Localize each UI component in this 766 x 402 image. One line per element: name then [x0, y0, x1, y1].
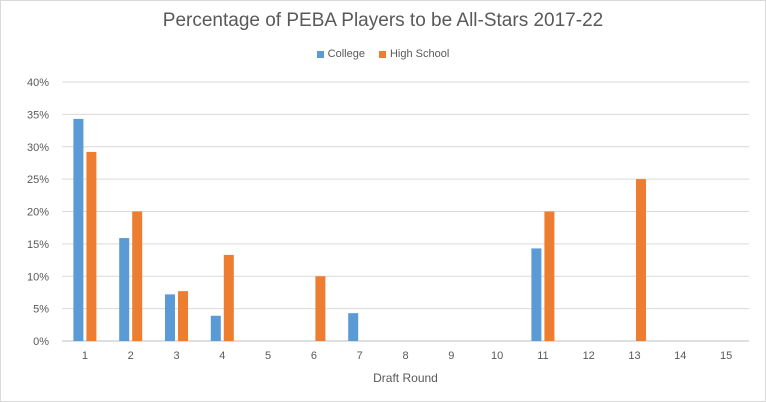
bar-high-school-round-3 [178, 291, 188, 341]
x-tick-label: 6 [311, 350, 317, 362]
bars [73, 118, 646, 341]
bar-high-school-round-11 [544, 211, 555, 341]
y-tick-label: 35% [27, 109, 49, 121]
y-tick-label: 20% [27, 207, 49, 219]
y-tick-label: 30% [27, 142, 49, 154]
y-axis-ticks: 0% 5% 10% 15% 20% 25% 30% 35% 40% [27, 77, 49, 348]
bar-high-school-round-1 [86, 151, 97, 341]
bar-college-round-7 [348, 313, 359, 341]
x-tick-label: 5 [265, 350, 271, 362]
x-tick-label: 8 [402, 350, 408, 362]
bar-high-school-round-13 [636, 179, 646, 341]
legend-item-college: College [316, 48, 365, 60]
legend-label-college: College [327, 48, 365, 60]
y-tick-label: 40% [27, 77, 49, 89]
x-tick-label: 13 [628, 350, 640, 362]
chart-title: Percentage of PEBA Players to be All-Sta… [162, 10, 604, 31]
gridlines [62, 81, 749, 342]
x-axis-ticks: 1 2 3 4 5 6 7 8 9 10 11 12 13 14 15 [82, 350, 732, 362]
x-tick-label: 11 [537, 350, 548, 362]
legend: College High School [1, 48, 765, 60]
x-tick-label: 15 [720, 350, 732, 362]
bar-high-school-round-6 [315, 276, 326, 341]
bar-high-school-round-2 [132, 211, 143, 341]
y-tick-label: 0% [33, 336, 49, 348]
x-tick-label: 1 [82, 350, 88, 362]
legend-swatch-high-school [378, 50, 386, 58]
legend-swatch-college [316, 50, 324, 58]
bar-college-round-4 [210, 315, 221, 341]
x-tick-label: 10 [491, 350, 503, 362]
x-tick-label: 4 [219, 350, 225, 362]
y-tick-label: 15% [27, 239, 49, 251]
x-tick-label: 14 [674, 350, 686, 362]
bar-college-round-1 [73, 118, 84, 341]
x-tick-label: 2 [128, 350, 134, 362]
x-tick-label: 3 [173, 350, 179, 362]
legend-label-high-school: High School [389, 48, 450, 60]
bar-college-round-3 [165, 294, 175, 341]
x-tick-label: 12 [583, 350, 595, 362]
x-axis-label: Draft Round [373, 371, 438, 385]
x-tick-label: 9 [448, 350, 454, 362]
bar-high-school-round-4 [223, 254, 234, 341]
bar-college-round-11 [531, 248, 542, 341]
y-tick-label: 25% [27, 174, 49, 186]
y-tick-label: 5% [33, 304, 49, 316]
y-tick-label: 10% [27, 271, 49, 283]
x-tick-label: 7 [357, 350, 363, 362]
legend-item-high-school: High School [378, 48, 450, 60]
bar-college-round-2 [119, 238, 130, 341]
